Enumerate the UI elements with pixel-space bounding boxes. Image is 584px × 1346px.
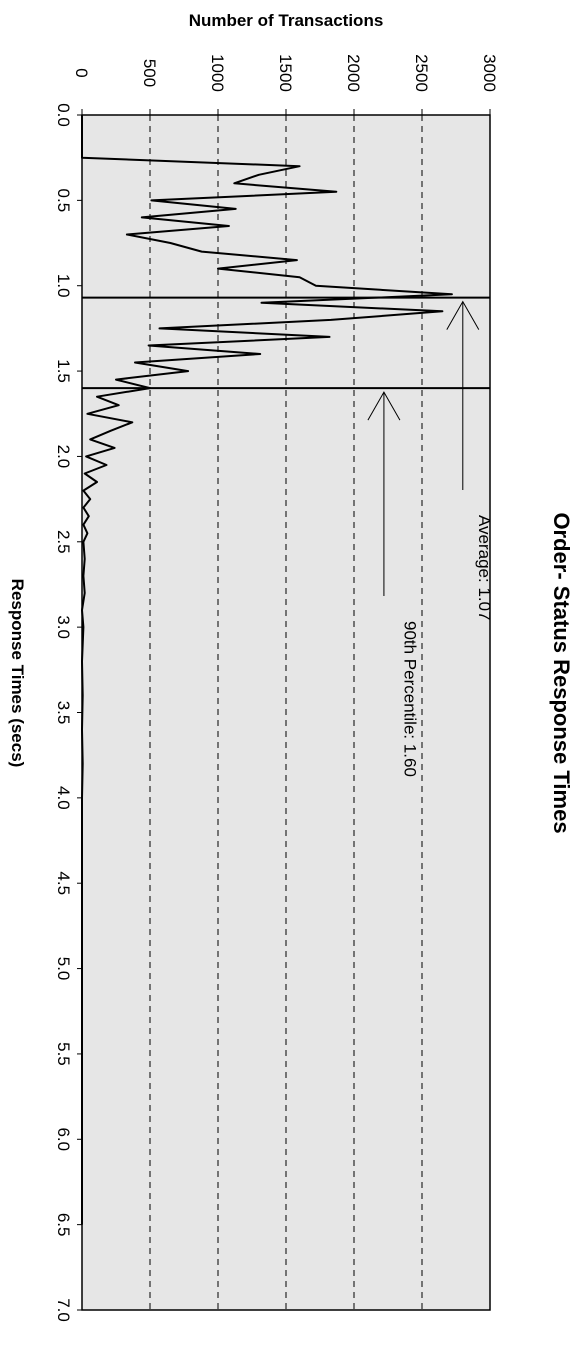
y-tick-label: 0	[72, 68, 91, 77]
annotation-label: 90th Percentile: 1.60	[400, 621, 419, 777]
series-layer	[81, 115, 453, 1225]
x-tick-label: 4.0	[54, 786, 73, 810]
y-tick-label: 2000	[344, 54, 363, 92]
annotation-label: Average: 1.07	[475, 515, 494, 621]
y-tick-label: 1500	[276, 54, 295, 92]
x-axis-title: Response Times (secs)	[8, 579, 27, 768]
y-axis-title: Number of Transactions	[189, 11, 384, 30]
annotation-arrowhead	[446, 300, 480, 330]
y-tick-label: 500	[140, 59, 159, 87]
y-axis-ticks: 0 500 1000 1500 2000 2500 3000	[72, 54, 499, 115]
x-tick-label: 2.5	[54, 530, 73, 554]
x-tick-label: 0.0	[54, 103, 73, 127]
x-tick-label: 2.0	[54, 445, 73, 469]
x-tick-label: 1.0	[54, 274, 73, 298]
x-tick-label: 6.0	[54, 1127, 73, 1151]
x-tick-label: 5.5	[54, 1042, 73, 1066]
x-tick-label: 3.0	[54, 615, 73, 639]
x-tick-label: 7.0	[54, 1298, 73, 1322]
chart-title: Order- Status Response Times	[549, 512, 574, 833]
x-tick-label: 3.5	[54, 701, 73, 725]
x-tick-label: 0.5	[54, 189, 73, 213]
annotation-arrowhead	[367, 391, 401, 421]
y-tick-label: 1000	[208, 54, 227, 92]
x-tick-label: 5.0	[54, 957, 73, 981]
y-tick-label: 3000	[480, 54, 499, 92]
x-tick-label: 1.5	[54, 359, 73, 383]
series-line	[81, 115, 453, 1225]
y-tick-label: 2500	[412, 54, 431, 92]
gridlines	[149, 115, 423, 1310]
x-axis-ticks: 0.0 0.5 1.0 1.5 2.0 2.5 3.0 3.5 4.0 4.5 5.0 5.5 6.0 6…	[54, 103, 82, 1322]
x-tick-label: 6.5	[54, 1213, 73, 1237]
x-tick-label: 4.5	[54, 871, 73, 895]
